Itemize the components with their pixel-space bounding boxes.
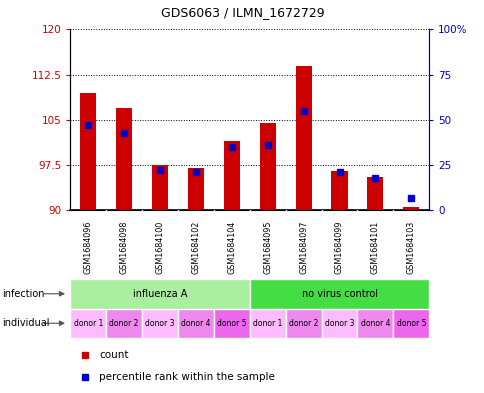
Bar <box>393 309 428 338</box>
Text: GSM1684096: GSM1684096 <box>84 220 92 274</box>
Text: GSM1684095: GSM1684095 <box>263 220 272 274</box>
Bar <box>80 93 96 210</box>
Bar <box>366 177 383 210</box>
Bar <box>116 108 132 210</box>
Bar <box>331 171 347 210</box>
Text: donor 3: donor 3 <box>324 319 353 328</box>
Bar <box>295 66 311 210</box>
Text: percentile rank within the sample: percentile rank within the sample <box>99 372 274 382</box>
Bar <box>187 168 204 210</box>
Text: donor 2: donor 2 <box>288 319 318 328</box>
Text: GSM1684104: GSM1684104 <box>227 220 236 274</box>
Bar <box>223 141 240 210</box>
Text: GSM1684103: GSM1684103 <box>406 220 415 274</box>
Bar <box>70 279 249 309</box>
Bar <box>357 309 393 338</box>
Bar <box>321 309 357 338</box>
Bar <box>213 309 249 338</box>
Text: donor 1: donor 1 <box>74 319 103 328</box>
Text: influenza A: influenza A <box>133 289 187 299</box>
Bar <box>151 165 168 210</box>
Text: GSM1684102: GSM1684102 <box>191 220 200 274</box>
Bar <box>402 207 419 210</box>
Text: GSM1684098: GSM1684098 <box>120 220 128 274</box>
Text: donor 2: donor 2 <box>109 319 138 328</box>
Bar <box>178 309 213 338</box>
Text: infection: infection <box>2 289 45 299</box>
Text: GSM1684100: GSM1684100 <box>155 220 164 274</box>
Text: donor 4: donor 4 <box>181 319 210 328</box>
Bar <box>106 309 142 338</box>
Bar <box>259 123 275 210</box>
Text: donor 4: donor 4 <box>360 319 389 328</box>
Text: GSM1684097: GSM1684097 <box>299 220 307 274</box>
Text: donor 5: donor 5 <box>396 319 425 328</box>
Text: donor 1: donor 1 <box>253 319 282 328</box>
Bar <box>285 309 321 338</box>
Text: individual: individual <box>2 318 50 328</box>
Bar <box>249 309 285 338</box>
Text: GSM1684101: GSM1684101 <box>370 220 379 274</box>
Text: GSM1684099: GSM1684099 <box>334 220 343 274</box>
Bar <box>142 309 178 338</box>
Bar <box>70 309 106 338</box>
Text: donor 5: donor 5 <box>217 319 246 328</box>
Bar <box>249 279 428 309</box>
Text: donor 3: donor 3 <box>145 319 174 328</box>
Text: count: count <box>99 350 128 360</box>
Text: GDS6063 / ILMN_1672729: GDS6063 / ILMN_1672729 <box>160 6 324 19</box>
Text: no virus control: no virus control <box>301 289 377 299</box>
